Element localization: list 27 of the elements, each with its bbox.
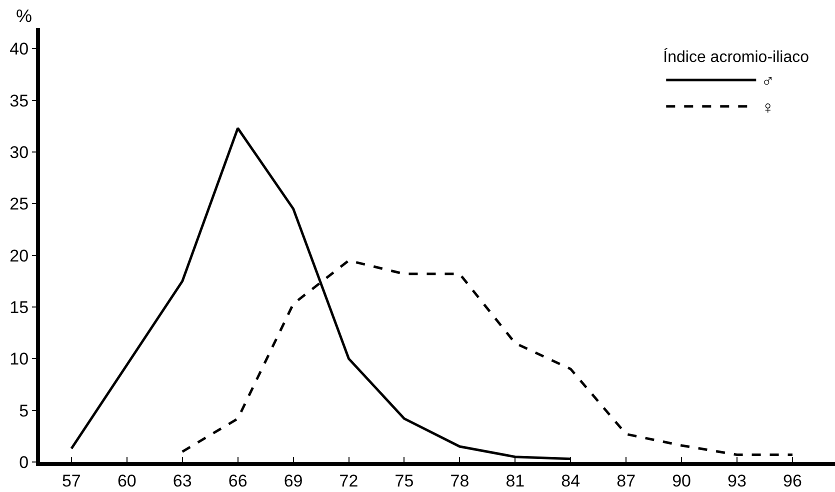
x-tick-label: 90 (672, 471, 692, 490)
x-tick-label: 72 (339, 471, 358, 490)
y-tick-label: 40 (10, 40, 29, 59)
x-tick-label: 96 (783, 471, 802, 490)
legend-title: Índice acromio-iliaco (663, 48, 810, 66)
y-tick-label: 35 (10, 91, 29, 110)
y-tick-label: 20 (10, 246, 29, 266)
x-tick-label: 63 (172, 471, 192, 490)
x-tick-label: 75 (394, 471, 414, 490)
legend-label: ♀ (761, 97, 775, 118)
y-tick-label: 10 (10, 350, 29, 369)
x-tick-label: 57 (62, 471, 81, 490)
y-tick-label: 0 (19, 452, 29, 472)
x-tick-label: 84 (561, 471, 580, 490)
legend-label: ♂ (761, 71, 775, 92)
x-tick-label: 60 (117, 471, 136, 490)
x-tick-label: 93 (728, 471, 746, 490)
y-tick-label: 30 (10, 142, 29, 162)
x-tick-label: 69 (284, 471, 303, 490)
x-tick-label: 78 (450, 471, 470, 490)
x-tick-label: 66 (228, 471, 248, 490)
x-tick-label: 87 (616, 471, 636, 490)
y-tick-label: 5 (19, 401, 29, 420)
y-tick-label: 25 (10, 194, 29, 214)
y-tick-label: 15 (10, 298, 29, 317)
y-axis-title: % (16, 6, 32, 26)
x-tick-label: 81 (506, 471, 525, 490)
